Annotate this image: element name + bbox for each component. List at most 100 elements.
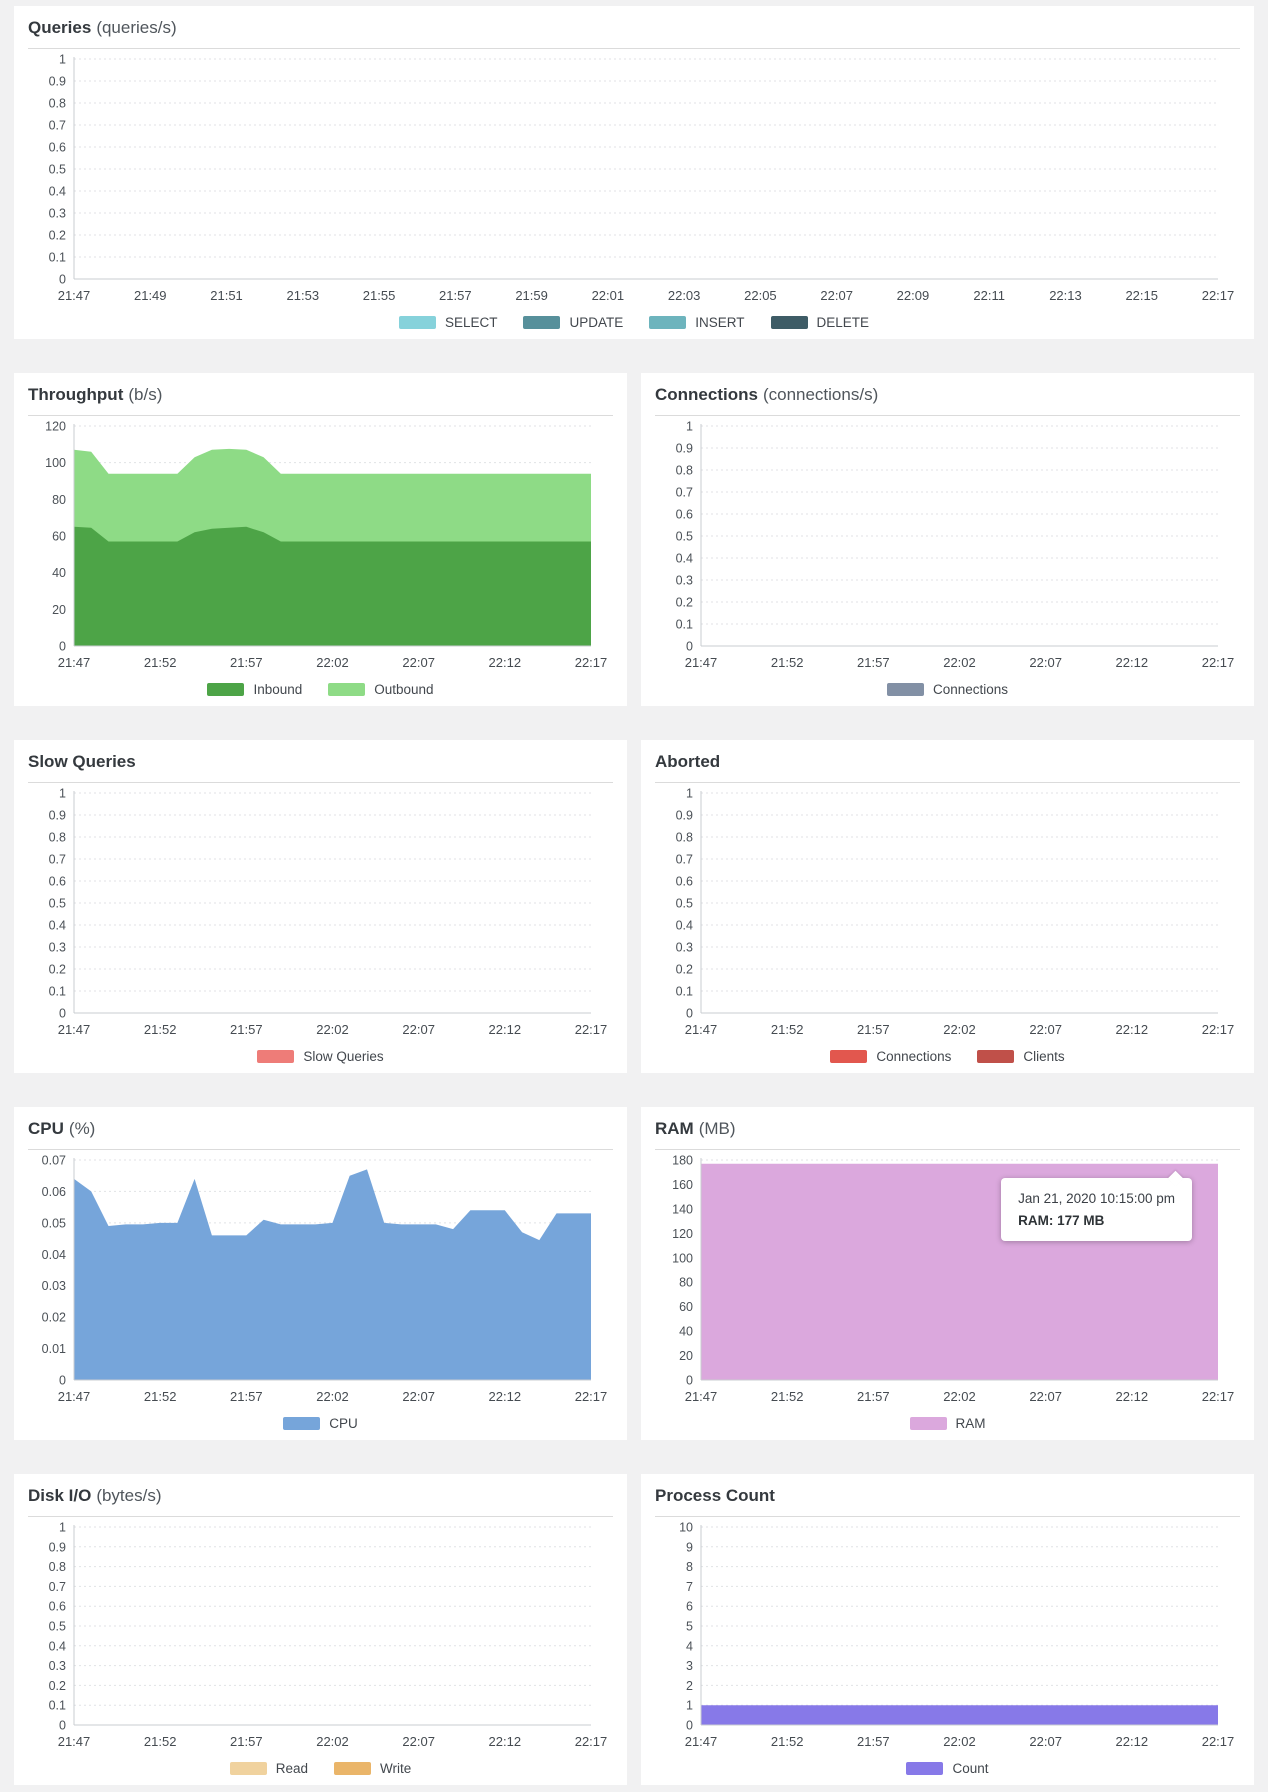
y-axis-tick-label: 0.8 [49,831,66,845]
legend-item-clients[interactable]: Clients [977,1048,1065,1064]
x-axis-tick-label: 22:03 [668,288,701,303]
slow-queries-chart[interactable]: 0 0.1 0.2 0.3 0.4 0.5 0.6 0.7 0.8 0.9 1 21:47 21:52 2… [28,785,613,1043]
legend-item-cpu[interactable]: CPU [283,1416,358,1431]
y-axis-tick-label: 140 [672,1202,693,1216]
y-axis-tick-label: 0.3 [49,941,66,955]
legend-label: Slow Queries [303,1048,384,1064]
y-axis-tick-label: 0.8 [49,1560,66,1574]
legend-item-read[interactable]: Read [229,1761,308,1776]
legend-item-inbound[interactable]: Inbound [207,682,302,697]
y-axis-tick-label: 0.3 [49,1659,66,1673]
y-axis-tick-label: 1 [59,787,66,801]
legend-item-connections[interactable]: Connections [886,681,1009,697]
x-axis-tick-label: 21:47 [58,1734,91,1749]
dashboard-row-5: Disk I/O (bytes/s) 0 0.1 0.2 0.3 0.4 0.5 0.6 0.7… [14,1474,1254,1785]
connections-chart[interactable]: 0 0.1 0.2 0.3 0.4 0.5 0.6 0.7 0.8 0.9 1 21:47 21:52 2… [655,418,1240,676]
legend-item-insert[interactable]: INSERT [649,315,745,330]
legend-item-update[interactable]: UPDATE [523,315,623,330]
x-axis-tick-label: 22:07 [402,655,435,670]
chart-unit-text: (b/s) [128,385,163,404]
legend-label: Connections [932,681,1009,697]
aborted-chart[interactable]: 0 0.1 0.2 0.3 0.4 0.5 0.6 0.7 0.8 0.9 1 21:47 21:52 2… [655,785,1240,1043]
x-axis-tick-label: 21:52 [771,1389,804,1404]
y-axis-tick-label: 4 [686,1639,693,1653]
process-count-legend: Count [655,1755,1240,1781]
x-axis-tick-label: 22:12 [489,1734,522,1749]
legend-item-connections[interactable]: Connections [830,1049,951,1064]
y-axis-tick-label: 0.4 [49,1639,66,1653]
disk-io-plot-area: 0 0.1 0.2 0.3 0.4 0.5 0.6 0.7 0.8 0.9 1 21:47 21:52 2… [28,1519,613,1755]
y-axis-tick-label: 80 [52,493,66,507]
legend-label: CPU [329,1415,358,1431]
legend-label: Clients [1023,1048,1065,1064]
y-axis-tick-label: 0.9 [49,75,66,89]
slow-queries-plot-area: 0 0.1 0.2 0.3 0.4 0.5 0.6 0.7 0.8 0.9 1 21:47 21:52 2… [28,785,613,1043]
x-axis-tick-label: 21:57 [230,1734,263,1749]
chart-header-slow-queries: Slow Queries [28,748,613,783]
chart-unit-text: (bytes/s) [96,1486,162,1505]
chart-header-connections: Connections (connections/s) [655,381,1240,416]
y-axis-tick-label: 0.7 [49,1580,66,1594]
y-axis-tick-label: 0.06 [42,1185,66,1199]
tooltip-value: RAM: 177 MB [1018,1213,1105,1228]
y-axis-tick-label: 0 [59,1374,66,1388]
chart-header-process-count: Process Count [655,1482,1240,1517]
legend-item-slow-queries[interactable]: Slow Queries [257,1048,384,1064]
x-axis-tick-label: 21:47 [685,1022,718,1037]
chart-title-text: Aborted [655,752,721,771]
x-axis-tick-label: 21:47 [685,655,718,670]
chart-header-ram: RAM (MB) [655,1115,1240,1150]
y-axis-tick-label: 0.9 [676,442,693,456]
legend-item-select[interactable]: SELECT [398,315,497,330]
legend-item-outbound[interactable]: Outbound [328,682,434,697]
y-axis-tick-label: 0 [686,1374,693,1388]
area-series-inbound [74,526,591,646]
throughput-chart[interactable]: 0 20 40 60 80 100 120 21:47 21:52 21:57 22:02 22:07… [28,418,613,676]
x-axis-tick-label: 21:57 [439,288,472,303]
legend-item-write[interactable]: Write [334,1761,411,1776]
x-axis-tick-label: 21:52 [771,655,804,670]
legend-swatch [398,315,436,329]
legend-swatch [229,1761,267,1775]
legend-item-delete[interactable]: DELETE [770,315,869,330]
tooltip-timestamp: Jan 21, 2020 10:15:00 pm [1018,1191,1175,1206]
y-axis-tick-label: 5 [686,1620,693,1634]
legend-swatch [257,1049,295,1063]
connections-legend: Connections [655,676,1240,702]
x-axis-tick-label: 21:47 [58,1022,91,1037]
y-axis-tick-label: 180 [672,1154,693,1168]
y-axis-tick-label: 0.5 [49,897,66,911]
x-axis-tick-label: 22:12 [489,1389,522,1404]
x-axis-tick-label: 22:02 [943,1389,976,1404]
chart-title-text: Slow Queries [28,752,136,771]
chart-title-text: Queries [28,18,92,37]
legend-item-ram[interactable]: RAM [909,1415,986,1431]
y-axis-tick-label: 0.7 [676,486,693,500]
y-axis-tick-label: 20 [52,603,66,617]
y-axis-tick-label: 3 [686,1659,693,1673]
x-axis-tick-label: 22:02 [943,655,976,670]
legend-item-count[interactable]: Count [906,1761,989,1776]
chart-card-queries: Queries (queries/s) 0 0.1 0.2 0.3 0.4 0.5 0.6 0.… [14,6,1254,339]
legend-label: RAM [955,1415,986,1431]
queries-chart[interactable]: 0 0.1 0.2 0.3 0.4 0.5 0.6 0.7 0.8 0.9 1 21:47 21:49 2… [28,51,1240,309]
disk-io-chart[interactable]: 0 0.1 0.2 0.3 0.4 0.5 0.6 0.7 0.8 0.9 1 21:47 21:52 2… [28,1519,613,1755]
y-axis-tick-label: 0.03 [42,1279,66,1293]
ram-plot-area: 0 20 40 60 80 100 120 140 160 180 21:47 21:52 21:57 2… [655,1152,1240,1410]
cpu-chart[interactable]: 0 0.01 0.02 0.03 0.04 0.05 0.06 0.07 21:47 21:52 2… [28,1152,613,1410]
legend-swatch [909,1416,947,1430]
x-axis-tick-label: 22:02 [316,1734,349,1749]
y-axis-tick-label: 0.8 [676,831,693,845]
x-axis-tick-label: 21:52 [771,1734,804,1749]
y-axis-tick-label: 0.4 [676,919,693,933]
chart-unit-text: (queries/s) [96,18,177,37]
process-count-chart[interactable]: 0 1 2 3 4 5 6 7 8 9 10 21:47 21:52 21:57 22:02 22:07 22:… [655,1519,1240,1755]
y-axis-tick-label: 40 [52,566,66,580]
chart-card-slow-queries: Slow Queries 0 0.1 0.2 0.3 0.4 0.5 0.6 0.7 0.8 0.… [14,740,627,1073]
chart-header-aborted: Aborted [655,748,1240,783]
y-axis-tick-label: 0.4 [49,185,66,199]
x-axis-tick-label: 22:11 [973,288,1005,303]
x-axis-tick-label: 21:51 [210,288,243,303]
y-axis-tick-label: 0.4 [676,552,693,566]
